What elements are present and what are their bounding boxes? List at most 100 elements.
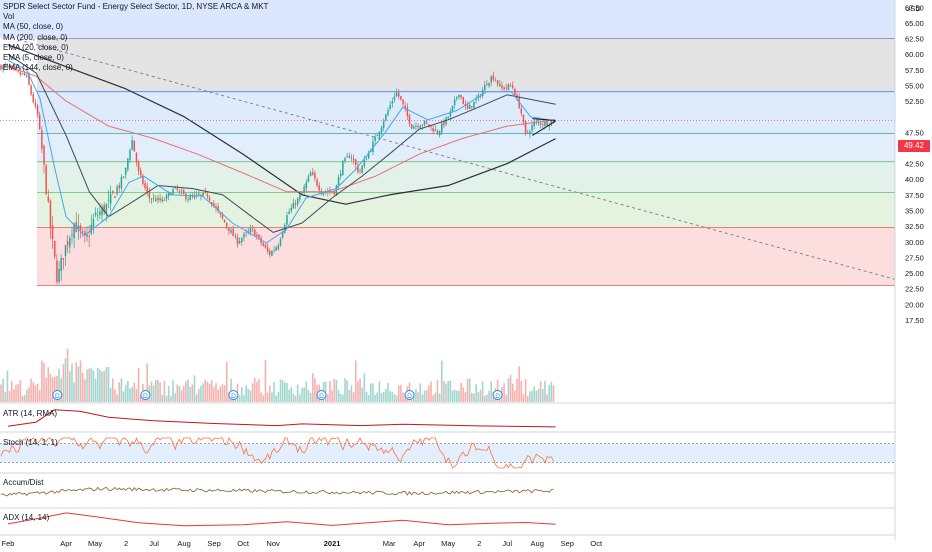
volume-bar <box>443 380 445 402</box>
ma50-line[interactable] <box>7 53 556 233</box>
candle-body <box>167 192 170 197</box>
volume-bar <box>178 385 181 402</box>
volume-bar <box>150 381 153 402</box>
volume-bar <box>260 392 262 402</box>
price-tick-label: 32.50 <box>905 222 924 231</box>
dividend-marker-label: D <box>319 393 324 400</box>
candle-body <box>105 204 108 213</box>
volume-bar <box>129 388 131 402</box>
volume-bar <box>387 383 389 402</box>
candle-body <box>144 183 146 188</box>
candle-body <box>232 228 234 237</box>
candle-body <box>120 177 123 189</box>
candle-body <box>118 185 120 189</box>
candle-body <box>385 114 387 121</box>
candle-body <box>253 229 256 236</box>
candle-body <box>529 131 531 135</box>
dividend-marker[interactable] <box>228 390 239 400</box>
volume-bar <box>137 367 140 402</box>
ema20-line[interactable] <box>7 59 556 244</box>
ema144-line[interactable] <box>7 66 556 193</box>
volume-bar <box>301 387 303 402</box>
candle-body <box>404 105 406 109</box>
volume-bar <box>101 371 103 402</box>
volume-bar <box>8 391 11 402</box>
volume-bar <box>277 391 280 402</box>
candle-body <box>481 89 484 97</box>
candle-body <box>402 99 404 105</box>
candle-body <box>86 234 88 237</box>
candle-body <box>21 73 24 75</box>
volume-bar <box>471 393 473 402</box>
triangle-upper[interactable] <box>532 118 556 121</box>
accdist-line[interactable] <box>0 486 554 497</box>
candle-body <box>258 234 260 238</box>
candle-body <box>23 73 26 76</box>
legend-ma200[interactable]: MA (200, close, 0) <box>3 32 68 42</box>
candle-body <box>271 250 273 256</box>
volume-bar <box>204 379 207 402</box>
triangle-lower[interactable] <box>532 120 556 136</box>
volume-bar <box>215 383 217 402</box>
volume-bar <box>520 381 523 402</box>
volume-bar <box>4 391 7 402</box>
adx-line[interactable] <box>7 512 556 527</box>
pane-label-atr[interactable]: ATR (14, RMA) <box>3 409 58 418</box>
ma200-line[interactable] <box>7 44 556 205</box>
volume-bar <box>503 383 505 402</box>
candle-body <box>438 130 441 136</box>
time-tick-label: Aug <box>177 539 190 548</box>
candle-body <box>301 192 303 194</box>
volume-bar <box>202 383 204 402</box>
volume-bar <box>456 390 458 402</box>
volume-bar <box>60 378 62 402</box>
candle-body <box>0 65 2 70</box>
candle-body <box>226 222 228 227</box>
dividend-marker[interactable] <box>52 390 63 400</box>
candle-body <box>337 177 340 187</box>
dividend-marker[interactable] <box>492 390 503 400</box>
legend-vol[interactable]: Vol <box>3 12 15 22</box>
volume-bar <box>451 390 454 402</box>
candle-body <box>339 173 342 177</box>
dividend-marker[interactable] <box>316 390 327 400</box>
candle-body <box>516 94 518 98</box>
pane-label-adx[interactable]: ADX (14, 14) <box>3 513 50 522</box>
volume-bar <box>299 394 301 402</box>
legend-ema20[interactable]: EMA (20, close, 0) <box>3 42 69 52</box>
pane-label-accdist[interactable]: Accum/Dist <box>3 478 44 487</box>
candle-body <box>129 149 131 161</box>
volume-bar <box>176 384 179 402</box>
dividend-marker[interactable] <box>404 390 415 400</box>
candle-body <box>245 232 247 234</box>
volume-bar <box>238 395 241 402</box>
candle-body <box>17 70 19 72</box>
legend-ma50[interactable]: MA (50, close, 0) <box>3 22 64 32</box>
candle-body <box>198 193 200 195</box>
volume-bar <box>421 394 424 402</box>
volume-bar <box>290 387 293 402</box>
atr-line[interactable] <box>7 409 556 428</box>
trendline[interactable] <box>18 39 926 288</box>
candle-body <box>148 191 151 199</box>
candle-body <box>434 129 437 132</box>
volume-bar <box>49 373 52 402</box>
candle-body <box>185 193 187 200</box>
volume-bar <box>550 381 553 402</box>
candle-body <box>269 250 271 255</box>
pane-label-stoch[interactable]: Stoch (14, 1, 1) <box>3 438 58 447</box>
price-tick-label: 57.50 <box>905 66 924 75</box>
volume-bar <box>122 391 125 402</box>
volume-bar <box>266 392 269 402</box>
legend-ema5[interactable]: EMA (5, close, 0) <box>3 53 64 63</box>
dividend-marker[interactable] <box>140 390 151 400</box>
volume-bar <box>71 363 73 402</box>
price-tick-label: 22.50 <box>905 285 924 294</box>
legend-ema144[interactable]: EMA (144, close, 0) <box>3 63 73 73</box>
candle-body <box>202 192 204 197</box>
volume-bar <box>378 381 381 402</box>
stoch-line[interactable] <box>0 437 554 469</box>
price-tick-label: 37.50 <box>905 191 924 200</box>
